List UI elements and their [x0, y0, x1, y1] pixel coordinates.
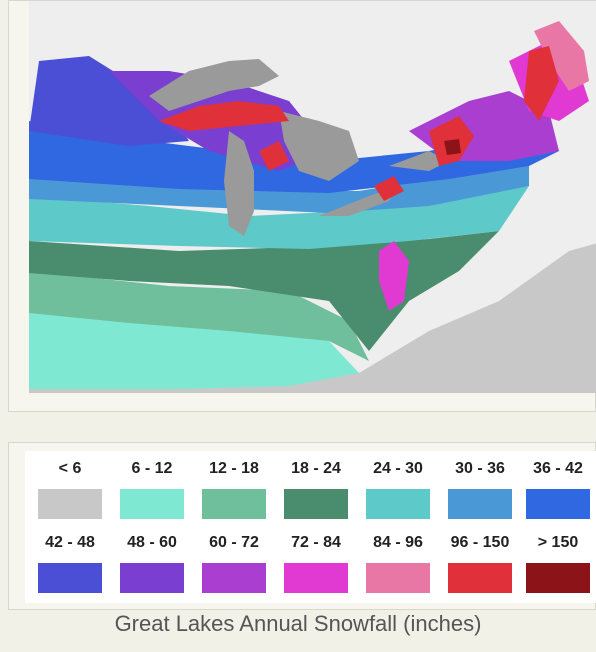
legend-swatch: [38, 563, 102, 593]
band-36-42: [29, 121, 559, 193]
legend-swatch: [448, 563, 512, 593]
legend-panel: < 6 6 - 12 12 - 18 18 - 24 24 - 30 30 - …: [8, 442, 596, 610]
legend-item: 84 - 96: [363, 533, 433, 593]
legend-item: 48 - 60: [117, 533, 187, 593]
snowbelt-erie: [374, 176, 404, 201]
legend-item: 24 - 30: [363, 459, 433, 519]
lake-superior: [149, 59, 279, 111]
legend-swatch: [526, 489, 590, 519]
legend-label: 6 - 12: [131, 460, 173, 477]
map-caption: Great Lakes Annual Snowfall (inches): [114, 611, 482, 636]
legend-swatch: [202, 489, 266, 519]
legend-item: 60 - 72: [199, 533, 269, 593]
snowbelt-tug-hill: [444, 139, 461, 155]
legend-label: 36 - 42: [533, 460, 583, 477]
legend-label: 72 - 84: [291, 534, 341, 551]
lake-huron: [279, 111, 359, 181]
legend-swatch: [284, 563, 348, 593]
legend-label: 18 - 24: [291, 460, 341, 477]
legend-label: 42 - 48: [45, 534, 95, 551]
legend-item: 36 - 42: [523, 459, 593, 519]
snowbelt-maine: [524, 46, 559, 121]
map-panel: [8, 0, 596, 412]
lake-michigan: [224, 131, 254, 236]
southern-land-region: [29, 243, 596, 393]
legend-item: 30 - 36: [445, 459, 515, 519]
legend-item: 42 - 48: [35, 533, 105, 593]
snowbelt-michigan-east: [259, 141, 289, 171]
legend-label: 24 - 30: [373, 460, 423, 477]
snowfall-map: [29, 1, 596, 393]
legend-label: 84 - 96: [373, 534, 423, 551]
legend-swatch: [120, 489, 184, 519]
legend-swatch: [366, 563, 430, 593]
legend-item: < 6: [35, 459, 105, 519]
legend-item: 72 - 84: [281, 533, 351, 593]
legend: < 6 6 - 12 12 - 18 18 - 24 24 - 30 30 - …: [25, 451, 596, 603]
snowbelt-appalachian: [379, 241, 409, 311]
legend-label: 30 - 36: [455, 460, 505, 477]
band-30-36: [29, 161, 529, 213]
legend-label: 60 - 72: [209, 534, 259, 551]
legend-label: < 6: [58, 460, 82, 477]
legend-swatch: [38, 489, 102, 519]
legend-swatch: [202, 563, 266, 593]
legend-item: 6 - 12: [117, 459, 187, 519]
legend-swatch: [120, 563, 184, 593]
legend-label: 12 - 18: [209, 460, 259, 477]
legend-item: > 150: [523, 533, 593, 593]
legend-swatch: [284, 489, 348, 519]
legend-item: 18 - 24: [281, 459, 351, 519]
legend-item: 12 - 18: [199, 459, 269, 519]
legend-swatch: [366, 489, 430, 519]
legend-label: 48 - 60: [127, 534, 177, 551]
band-6-12: [29, 301, 359, 389]
band-24-30: [29, 186, 529, 249]
legend-label: > 150: [537, 534, 579, 551]
band-84-96: [534, 21, 589, 91]
lake-ontario: [389, 151, 449, 171]
legend-label: 96 - 150: [450, 534, 510, 551]
band-42-48: [29, 56, 189, 146]
legend-swatch: [526, 563, 590, 593]
snowbelt-superior: [159, 101, 289, 131]
legend-item: 96 - 150: [445, 533, 515, 593]
legend-swatch: [448, 489, 512, 519]
